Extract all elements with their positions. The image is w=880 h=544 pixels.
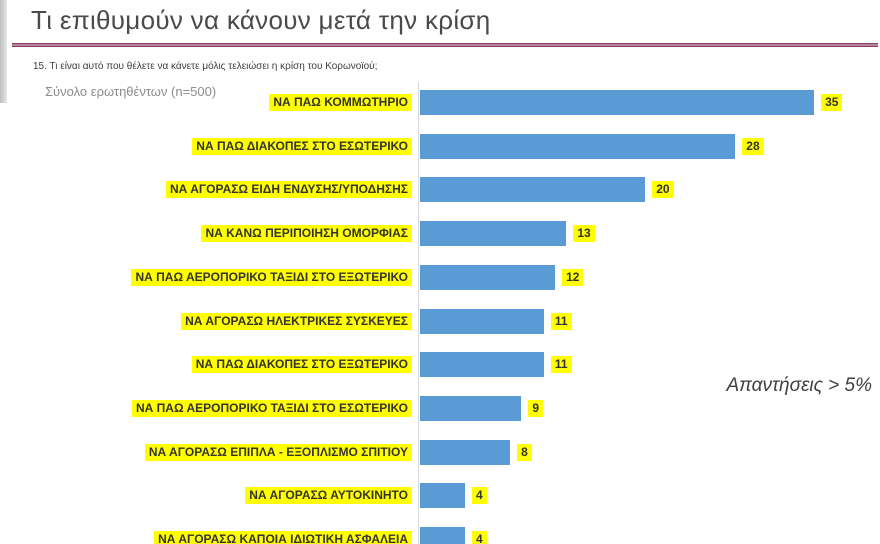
bar xyxy=(420,264,556,290)
page-title: Τι επιθυμούν να κάνουν μετά την κρίση xyxy=(31,5,491,35)
chart-row: ΝΑ ΠΑΩ ΚΟΜΜΩΤΗΡΙΟ 35 xyxy=(0,90,880,115)
value-label: 20 xyxy=(652,181,674,199)
bar xyxy=(420,439,511,465)
value-label: 28 xyxy=(742,137,764,155)
chart-row: ΝΑ ΠΑΩ ΑΕΡΟΠΟΡΙΚΟ ΤΑΞΙΔΙ ΣΤΟ ΕΞΩΤΕΡΙΚΟ 1… xyxy=(0,264,880,290)
category-label: ΝΑ ΠΑΩ ΔΙΑΚΟΠΕΣ ΣΤΟ ΕΣΩΤΕΡΙΚΟ xyxy=(192,137,412,155)
chart-row: ΝΑ ΑΓΟΡΑΣΩ ΚΑΠΟΙΑ ΙΔΙΩΤΙΚΗ ΑΣΦΑΛΕΙΑ 4 xyxy=(0,527,880,544)
value-label: 11 xyxy=(550,312,572,330)
category-label-cell: ΝΑ ΑΓΟΡΑΣΩ ΗΛΕΚΤΡΙΚΕΣ ΣΥΣΚΕΥΕΣ xyxy=(0,312,412,330)
bar xyxy=(420,395,522,421)
category-label: ΝΑ ΠΑΩ ΑΕΡΟΠΟΡΙΚΟ ΤΑΞΙΔΙ ΣΤΟ ΕΣΩΤΕΡΙΚΟ xyxy=(131,399,412,417)
chart-row: ΝΑ ΚΑΝΩ ΠΕΡΙΠΟΙΗΣΗ ΟΜΟΡΦΙΑΣ 13 xyxy=(0,221,880,247)
category-label: ΝΑ ΑΓΟΡΑΣΩ ΑΥΤΟΚΙΝΗΤΟ xyxy=(245,487,412,505)
chart-axis-line xyxy=(418,82,419,544)
category-label: ΝΑ ΑΓΟΡΑΣΩ ΚΑΠΟΙΑ ΙΔΙΩΤΙΚΗ ΑΣΦΑΛΕΙΑ xyxy=(154,531,412,544)
chart-row: ΝΑ ΠΑΩ ΑΕΡΟΠΟΡΙΚΟ ΤΑΞΙΔΙ ΣΤΟ ΕΣΩΤΕΡΙΚΟ 9 xyxy=(0,395,880,421)
bar xyxy=(420,90,815,115)
value-label: 4 xyxy=(472,487,487,505)
chart-row: ΝΑ ΠΑΩ ΔΙΑΚΟΠΕΣ ΣΤΟ ΕΣΩΤΕΡΙΚΟ 28 xyxy=(0,133,880,159)
bar xyxy=(420,527,466,544)
bar xyxy=(420,133,736,159)
category-label: ΝΑ ΠΑΩ ΔΙΑΚΟΠΕΣ ΣΤΟ ΕΞΩΤΕΡΙΚΟ xyxy=(191,356,412,374)
category-label: ΝΑ ΑΓΟΡΑΣΩ ΕΙΔΗ ΕΝΔΥΣΗΣ/ΥΠΟΔΗΣΗΣ xyxy=(166,181,412,199)
value-label: 4 xyxy=(472,531,487,544)
bar xyxy=(420,177,646,203)
category-label-cell: ΝΑ ΠΑΩ ΔΙΑΚΟΠΕΣ ΣΤΟ ΕΣΩΤΕΡΙΚΟ xyxy=(0,137,412,155)
category-label: ΝΑ ΠΑΩ ΑΕΡΟΠΟΡΙΚΟ ΤΑΞΙΔΙ ΣΤΟ ΕΞΩΤΕΡΙΚΟ xyxy=(131,268,412,286)
value-label: 12 xyxy=(562,268,584,286)
category-label-cell: ΝΑ ΑΓΟΡΑΣΩ ΕΠΙΠΛΑ - ΕΞΟΠΛΙΣΜΟ ΣΠΙΤΙΟΥ xyxy=(0,443,412,461)
chart-row: ΝΑ ΑΓΟΡΑΣΩ ΕΠΙΠΛΑ - ΕΞΟΠΛΙΣΜΟ ΣΠΙΤΙΟΥ 8 xyxy=(0,439,880,465)
category-label-cell: ΝΑ ΚΑΝΩ ΠΕΡΙΠΟΙΗΣΗ ΟΜΟΡΦΙΑΣ xyxy=(0,225,412,243)
category-label-cell: ΝΑ ΑΓΟΡΑΣΩ ΑΥΤΟΚΙΝΗΤΟ xyxy=(0,487,412,505)
category-label-cell: ΝΑ ΑΓΟΡΑΣΩ ΕΙΔΗ ΕΝΔΥΣΗΣ/ΥΠΟΔΗΣΗΣ xyxy=(0,181,412,199)
bar xyxy=(420,352,544,378)
category-label-cell: ΝΑ ΠΑΩ ΑΕΡΟΠΟΡΙΚΟ ΤΑΞΙΔΙ ΣΤΟ ΕΣΩΤΕΡΙΚΟ xyxy=(0,399,412,417)
survey-question: 15. Τι είναι αυτό που θέλετε να κάνετε μ… xyxy=(33,61,378,72)
bar xyxy=(420,221,567,247)
value-label: 8 xyxy=(517,443,532,461)
value-label: 11 xyxy=(550,356,572,374)
bar xyxy=(420,483,466,509)
category-label-cell: ΝΑ ΠΑΩ ΑΕΡΟΠΟΡΙΚΟ ΤΑΞΙΔΙ ΣΤΟ ΕΞΩΤΕΡΙΚΟ xyxy=(0,268,412,286)
category-label: ΝΑ ΠΑΩ ΚΟΜΜΩΤΗΡΙΟ xyxy=(269,94,412,111)
left-edge-strip xyxy=(0,0,7,103)
category-label: ΝΑ ΑΓΟΡΑΣΩ ΕΠΙΠΛΑ - ΕΞΟΠΛΙΣΜΟ ΣΠΙΤΙΟΥ xyxy=(144,443,412,461)
title-divider xyxy=(12,43,878,47)
value-label: 13 xyxy=(573,225,595,243)
chart-row: ΝΑ ΑΓΟΡΑΣΩ ΕΙΔΗ ΕΝΔΥΣΗΣ/ΥΠΟΔΗΣΗΣ 20 xyxy=(0,177,880,203)
bar xyxy=(420,308,544,334)
value-label: 9 xyxy=(528,399,544,417)
category-label-cell: ΝΑ ΑΓΟΡΑΣΩ ΚΑΠΟΙΑ ΙΔΙΩΤΙΚΗ ΑΣΦΑΛΕΙΑ xyxy=(0,531,412,544)
chart-row: ΝΑ ΑΓΟΡΑΣΩ ΗΛΕΚΤΡΙΚΕΣ ΣΥΣΚΕΥΕΣ 11 xyxy=(0,308,880,334)
value-label: 35 xyxy=(821,94,843,111)
category-label: ΝΑ ΑΓΟΡΑΣΩ ΗΛΕΚΤΡΙΚΕΣ ΣΥΣΚΕΥΕΣ xyxy=(181,312,412,330)
chart-row: ΝΑ ΠΑΩ ΔΙΑΚΟΠΕΣ ΣΤΟ ΕΞΩΤΕΡΙΚΟ 11 xyxy=(0,352,880,378)
category-label: ΝΑ ΚΑΝΩ ΠΕΡΙΠΟΙΗΣΗ ΟΜΟΡΦΙΑΣ xyxy=(201,225,412,243)
chart-row: ΝΑ ΑΓΟΡΑΣΩ ΑΥΤΟΚΙΝΗΤΟ 4 xyxy=(0,483,880,509)
responses-threshold-annotation: Απαντήσεις > 5% xyxy=(726,375,872,396)
category-label-cell: ΝΑ ΠΑΩ ΔΙΑΚΟΠΕΣ ΣΤΟ ΕΞΩΤΕΡΙΚΟ xyxy=(0,356,412,374)
category-label-cell: ΝΑ ΠΑΩ ΚΟΜΜΩΤΗΡΙΟ xyxy=(0,94,412,111)
sample-size-note: Σύνολο ερωτηθέντων (n=500) xyxy=(45,84,217,99)
